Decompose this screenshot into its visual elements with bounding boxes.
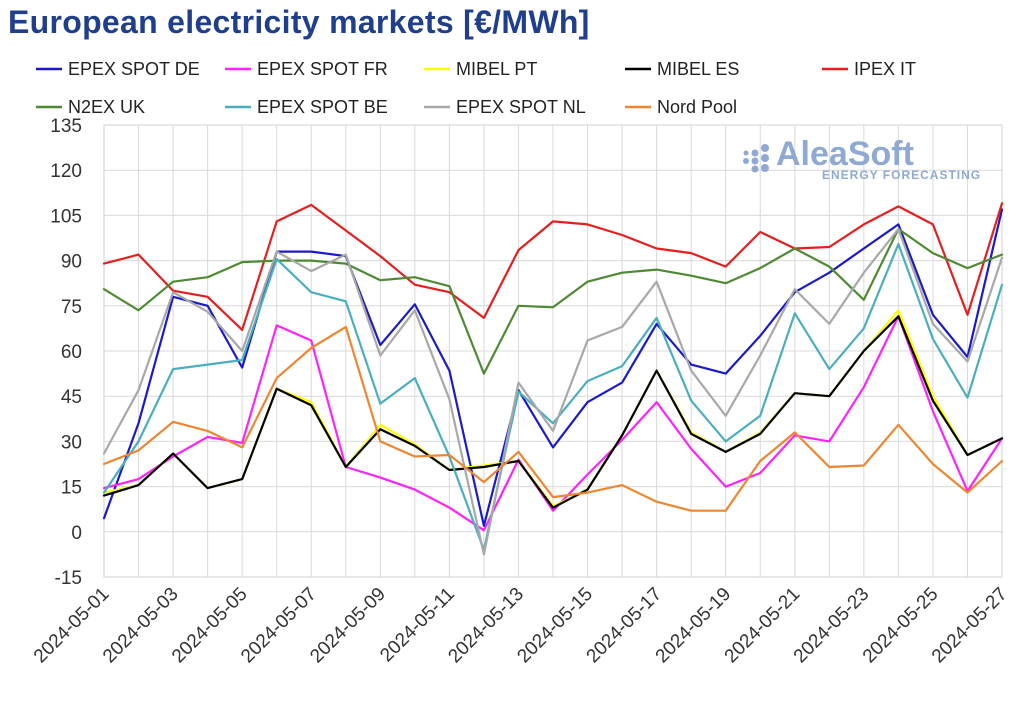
logo-dot: [761, 164, 769, 172]
series-line-epex-spot-be: [102, 242, 1004, 552]
y-axis-ticks: -15 0 15 30 45 60 75 90 105 120 135: [50, 116, 82, 589]
legend-label: EPEX SPOT NL: [456, 97, 586, 117]
y-tick-label: 120: [50, 161, 82, 182]
y-tick-label: 135: [50, 116, 82, 137]
logo-dot: [761, 154, 769, 162]
y-tick-label: 0: [71, 523, 82, 544]
logo-dot: [743, 158, 749, 164]
logo-text: AleaSoft: [776, 135, 914, 173]
legend-label: MIBEL ES: [657, 59, 739, 79]
logo-dot: [751, 157, 759, 165]
legend-label: IPEX IT: [854, 59, 916, 79]
series-line-mibel-es: [102, 315, 1004, 509]
chart-title: European electricity markets [€/MWh]: [8, 4, 590, 40]
y-tick-label: 90: [61, 252, 82, 273]
series-line-nord-pool: [102, 325, 1004, 512]
legend-label: EPEX SPOT BE: [257, 97, 388, 117]
y-tick-label: 30: [61, 432, 82, 453]
logo-dot: [751, 165, 759, 173]
legend-label: MIBEL PT: [456, 59, 537, 79]
x-tick-label: 2024-05-27: [928, 584, 1012, 668]
legend-label: EPEX SPOT DE: [68, 59, 200, 79]
logo-dot: [751, 149, 759, 157]
y-tick-label: 15: [61, 478, 82, 499]
x-tick-label: 2024-05-09: [306, 584, 390, 668]
series-line-epex-spot-nl: [102, 227, 1004, 556]
logo-subtext: ENERGY FORECASTING: [822, 168, 981, 182]
series-line-epex-spot-fr: [102, 315, 1004, 532]
logo-dot: [743, 150, 749, 156]
legend-label: EPEX SPOT FR: [257, 59, 388, 79]
plot-area-border: [103, 124, 1003, 578]
y-tick-label: 60: [61, 342, 82, 363]
logo-dot: [761, 144, 769, 152]
legend-label: N2EX UK: [68, 97, 145, 117]
x-axis-ticks: 2024-05-012024-05-032024-05-052024-05-07…: [30, 584, 1012, 668]
y-tick-label: 45: [61, 387, 82, 408]
y-tick-label: 105: [50, 206, 82, 227]
legend-label: Nord Pool: [657, 97, 737, 117]
gridlines: [103, 124, 1003, 578]
series-lines: [102, 202, 1004, 556]
series-line-ipex-it: [102, 202, 1004, 331]
legend: EPEX SPOT DE EPEX SPOT FR MIBEL PT MIBEL ES…: [36, 59, 916, 117]
y-tick-label: -15: [55, 568, 82, 589]
y-tick-label: 75: [61, 297, 82, 318]
